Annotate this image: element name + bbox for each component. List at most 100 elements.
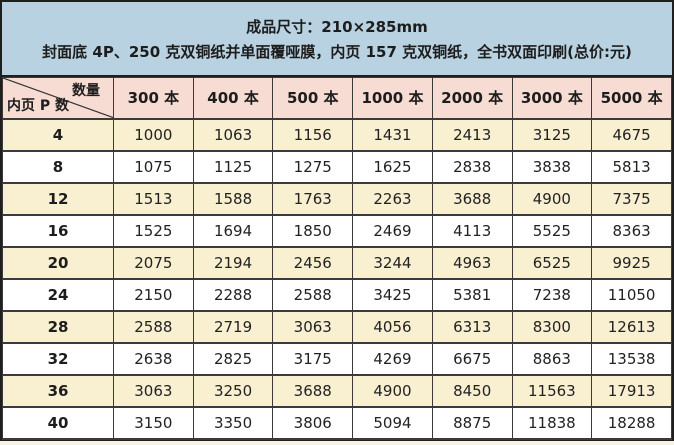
price-cell: 4900 <box>511 181 593 216</box>
price-cell: 5381 <box>431 277 513 312</box>
table-bottom-edge <box>0 441 674 445</box>
price-cell: 1588 <box>192 181 274 216</box>
price-cell: 17913 <box>591 373 672 408</box>
price-cell: 2456 <box>272 245 354 280</box>
price-cell: 11563 <box>511 373 593 408</box>
price-cell: 2719 <box>192 309 274 344</box>
price-cell: 2413 <box>431 117 513 152</box>
price-cell: 3150 <box>113 405 194 440</box>
price-cell: 11838 <box>511 405 593 440</box>
price-cell: 3250 <box>192 373 274 408</box>
row-pages-label: 24 <box>2 277 114 312</box>
corner-cell: 数量 内页 P 数 <box>2 77 114 119</box>
price-cell: 18288 <box>591 405 672 440</box>
price-cell: 13538 <box>591 341 672 376</box>
price-cell: 2469 <box>352 213 433 248</box>
price-cell: 2588 <box>272 277 354 312</box>
row-pages-label: 8 <box>2 149 114 184</box>
price-cell: 2825 <box>192 341 274 376</box>
price-cell: 8450 <box>431 373 513 408</box>
price-cell: 2638 <box>113 341 194 376</box>
price-cell: 1625 <box>352 149 433 184</box>
price-cell: 1125 <box>192 149 274 184</box>
price-cell: 3838 <box>511 149 593 184</box>
table-row: 4 1000 1063 1156 1431 2413 3125 4675 <box>2 117 672 152</box>
price-cell: 8300 <box>511 309 593 344</box>
price-table: 数量 内页 P 数 300 本 400 本 500 本 1000 本 2000 本 300… <box>2 77 672 440</box>
price-cell: 2263 <box>352 181 433 216</box>
price-cell: 1075 <box>113 149 194 184</box>
column-header-row: 数量 内页 P 数 300 本 400 本 500 本 1000 本 2000 本 300… <box>2 77 672 119</box>
column-header: 2000 本 <box>431 77 513 119</box>
price-cell: 8863 <box>511 341 593 376</box>
price-cell: 7375 <box>591 181 672 216</box>
column-header: 400 本 <box>192 77 274 119</box>
price-cell: 1850 <box>272 213 354 248</box>
price-cell: 8875 <box>431 405 513 440</box>
price-cell: 1525 <box>113 213 194 248</box>
sheet-title-block: 成品尺寸：210×285mm 封面底 4P、250 克双铜纸并单面覆哑膜，内页 … <box>2 2 672 77</box>
row-pages-label: 32 <box>2 341 114 376</box>
price-cell: 1000 <box>113 117 194 152</box>
row-pages-label: 4 <box>2 117 114 152</box>
price-cell: 4056 <box>352 309 433 344</box>
price-cell: 2150 <box>113 277 194 312</box>
price-cell: 3063 <box>272 309 354 344</box>
price-cell: 2194 <box>192 245 274 280</box>
price-cell: 6313 <box>431 309 513 344</box>
price-cell: 5813 <box>591 149 672 184</box>
price-cell: 3175 <box>272 341 354 376</box>
table-row: 28 2588 2719 3063 4056 6313 8300 12613 <box>2 309 672 344</box>
table-row: 32 2638 2825 3175 4269 6675 8863 13538 <box>2 341 672 376</box>
price-cell: 12613 <box>591 309 672 344</box>
price-cell: 4900 <box>352 373 433 408</box>
price-cell: 6675 <box>431 341 513 376</box>
price-cell: 2838 <box>431 149 513 184</box>
row-pages-label: 36 <box>2 373 114 408</box>
table-row: 40 3150 3350 3806 5094 8875 11838 18288 <box>2 405 672 440</box>
price-cell: 3244 <box>352 245 433 280</box>
table-row: 36 3063 3250 3688 4900 8450 11563 17913 <box>2 373 672 408</box>
price-cell: 6525 <box>511 245 593 280</box>
price-cell: 3425 <box>352 277 433 312</box>
price-cell: 2588 <box>113 309 194 344</box>
price-cell: 3350 <box>192 405 274 440</box>
price-cell: 1513 <box>113 181 194 216</box>
price-cell: 4963 <box>431 245 513 280</box>
price-cell: 3063 <box>113 373 194 408</box>
price-cell: 4269 <box>352 341 433 376</box>
table-row: 12 1513 1588 1763 2263 3688 4900 7375 <box>2 181 672 216</box>
row-pages-label: 12 <box>2 181 114 216</box>
column-header: 5000 本 <box>591 77 672 119</box>
price-cell: 3688 <box>272 373 354 408</box>
price-cell: 3125 <box>511 117 593 152</box>
table-row: 8 1075 1125 1275 1625 2838 3838 5813 <box>2 149 672 184</box>
price-cell: 3806 <box>272 405 354 440</box>
row-pages-label: 20 <box>2 245 114 280</box>
diagonal-divider-line <box>3 78 113 118</box>
price-cell: 4675 <box>591 117 672 152</box>
price-cell: 11050 <box>591 277 672 312</box>
price-cell: 2075 <box>113 245 194 280</box>
price-cell: 1694 <box>192 213 274 248</box>
inner-pages-axis-label: 内页 P 数 <box>7 97 70 114</box>
table-row: 24 2150 2288 2588 3425 5381 7238 11050 <box>2 277 672 312</box>
price-cell: 7238 <box>511 277 593 312</box>
row-pages-label: 16 <box>2 213 114 248</box>
price-cell: 1063 <box>192 117 274 152</box>
table-row: 20 2075 2194 2456 3244 4963 6525 9925 <box>2 245 672 280</box>
column-header: 3000 本 <box>511 77 593 119</box>
price-cell: 1431 <box>352 117 433 152</box>
column-header: 500 本 <box>272 77 354 119</box>
price-cell: 9925 <box>591 245 672 280</box>
product-size-line: 成品尺寸：210×285mm <box>246 17 428 36</box>
price-cell: 4113 <box>431 213 513 248</box>
quantity-axis-label: 数量 <box>72 83 100 99</box>
price-cell: 2288 <box>192 277 274 312</box>
price-cell: 8363 <box>591 213 672 248</box>
table-row: 16 1525 1694 1850 2469 4113 5525 8363 <box>2 213 672 248</box>
row-pages-label: 28 <box>2 309 114 344</box>
price-cell: 5094 <box>352 405 433 440</box>
